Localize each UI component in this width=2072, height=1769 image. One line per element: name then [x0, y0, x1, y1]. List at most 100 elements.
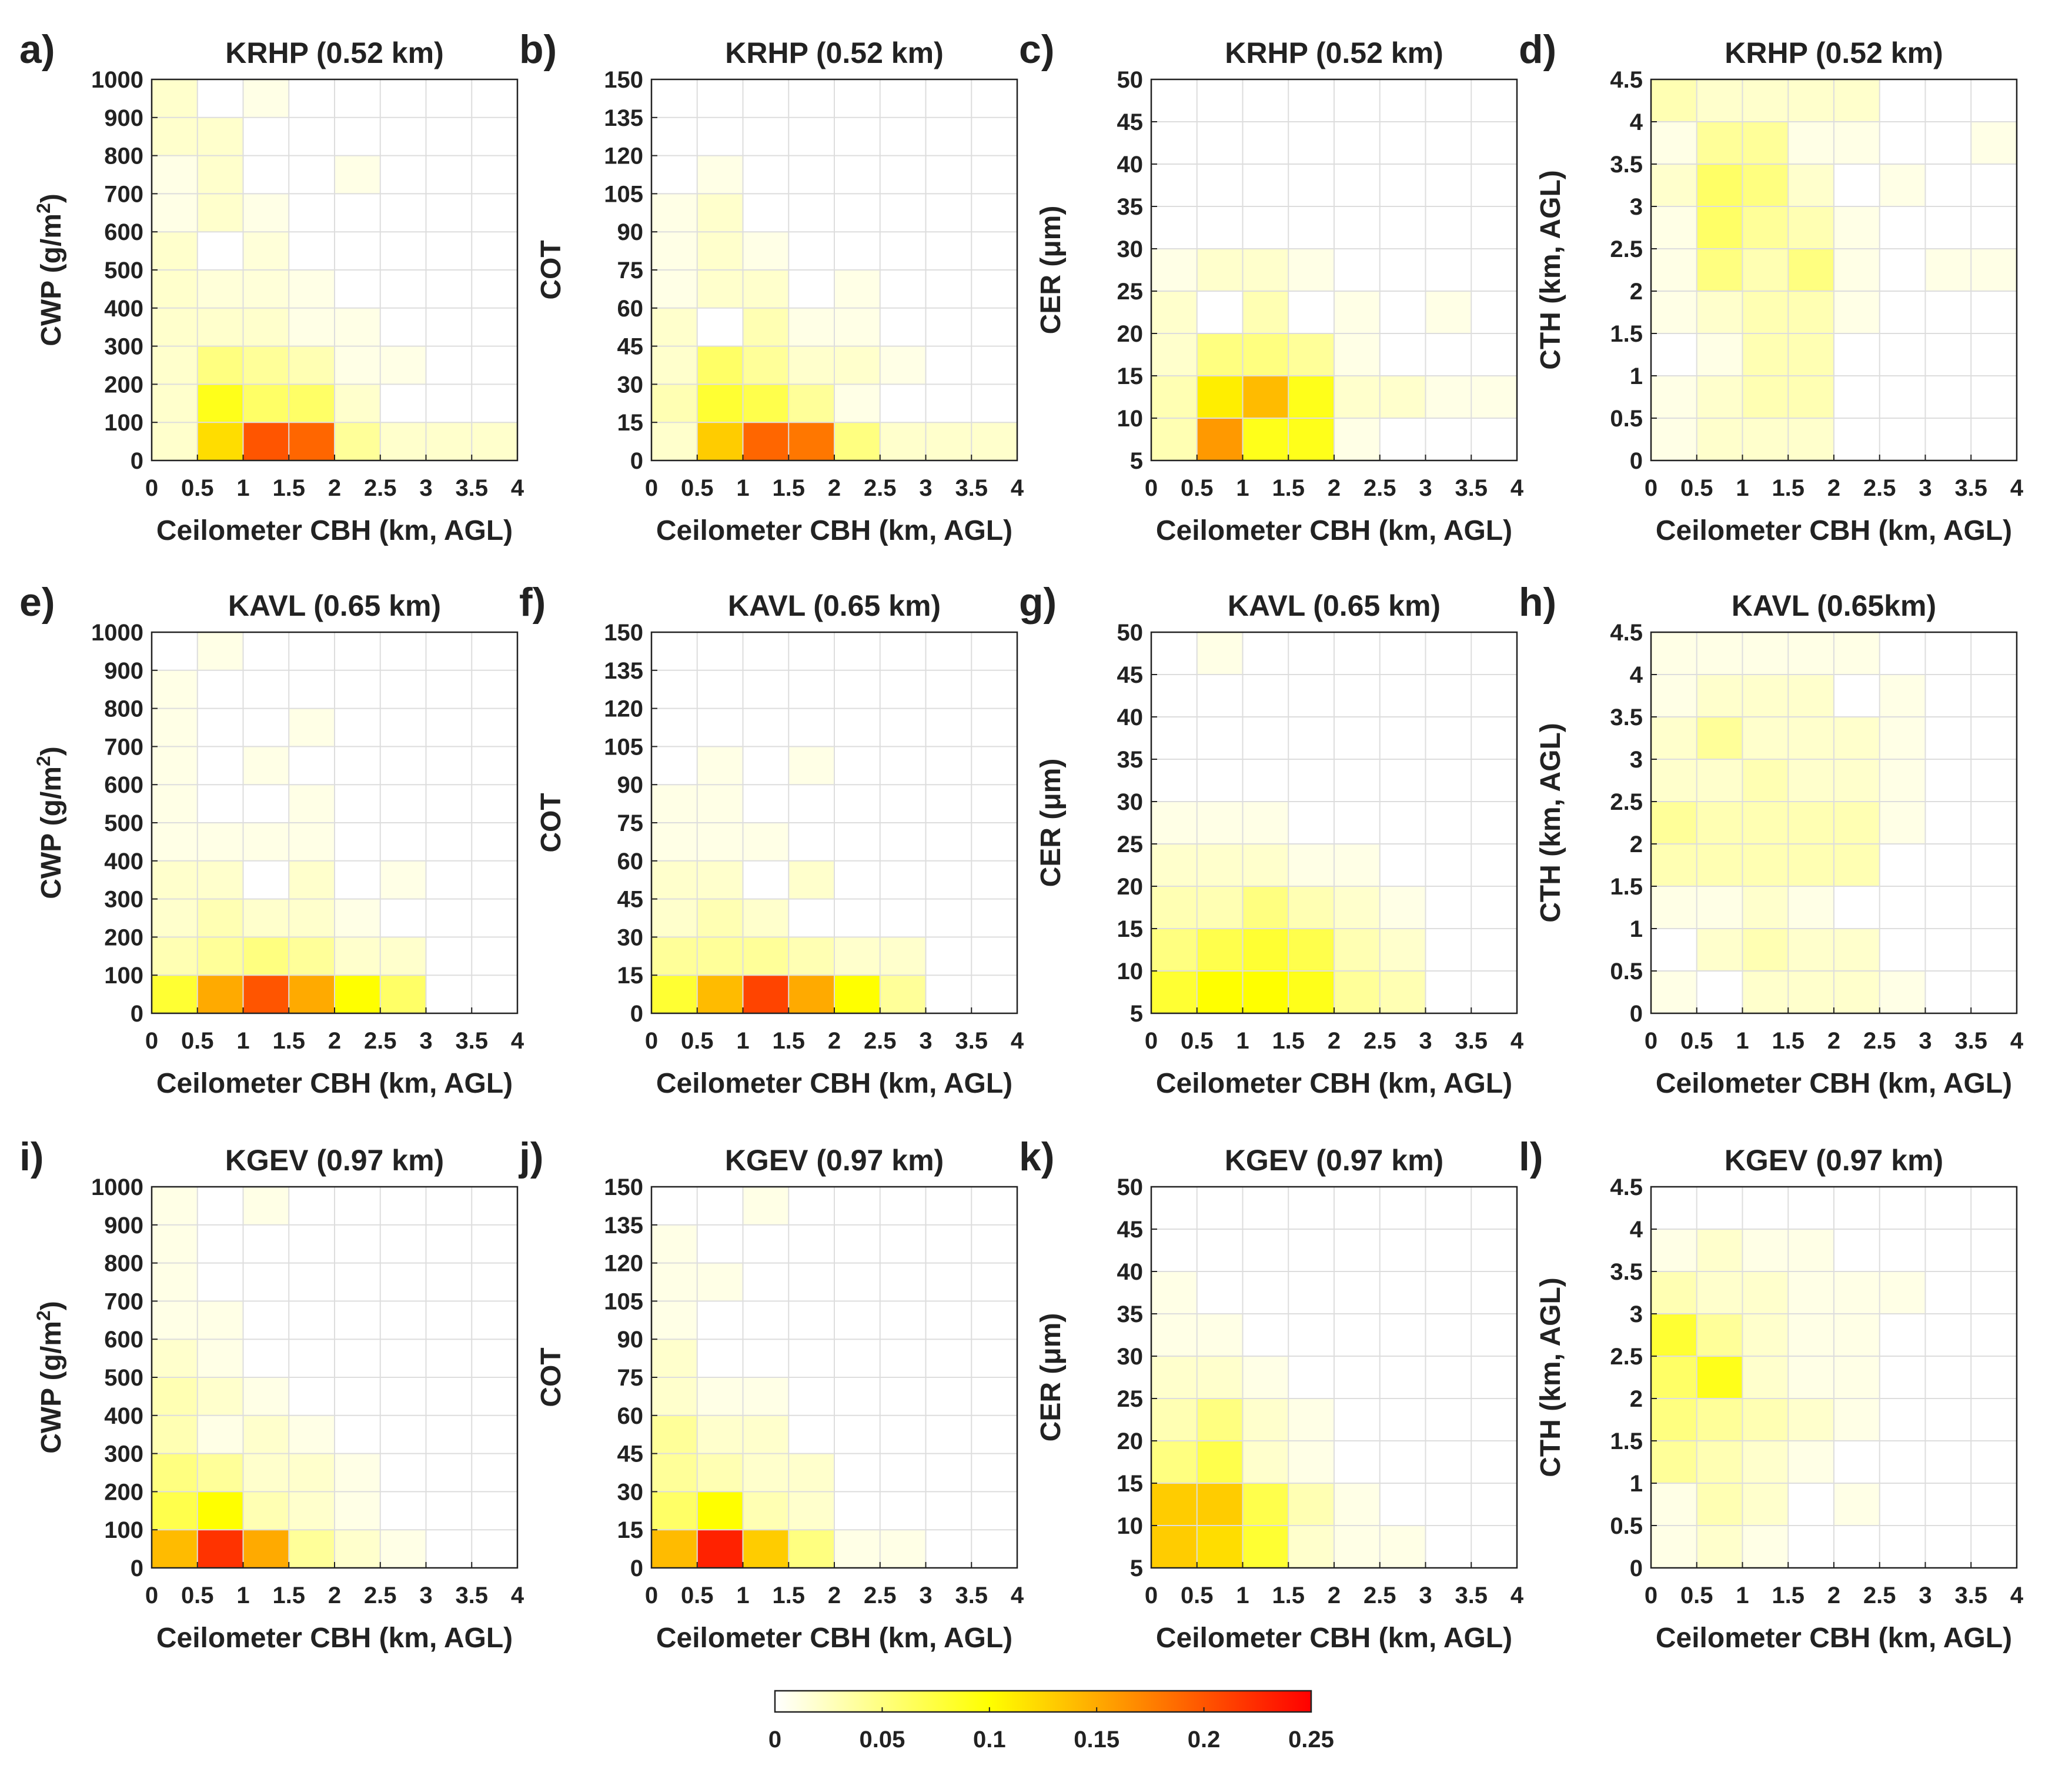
heatmap-cell [1879, 1229, 1926, 1272]
x-tick-label: 4 [1510, 475, 1524, 501]
heatmap-cell [243, 632, 289, 671]
heatmap-cell [651, 384, 698, 423]
heatmap-cell [289, 193, 335, 232]
heatmap-cell [380, 346, 427, 385]
heatmap-cell [1471, 844, 1518, 887]
heatmap-cell [697, 1339, 744, 1378]
heatmap-cell [880, 1339, 927, 1378]
heatmap-cell [788, 708, 835, 747]
heatmap-cell [1242, 418, 1289, 461]
x-axis-label: Ceilometer CBH (km, AGL) [156, 1068, 513, 1099]
x-tick-label: 3.5 [455, 475, 488, 501]
heatmap-cell [1925, 79, 1971, 122]
heatmap-cell [1925, 1229, 1971, 1272]
heatmap-cell [152, 384, 198, 423]
y-axis-label-text: CTH (km, AGL) [1535, 1277, 1566, 1477]
heatmap-cell [1197, 886, 1244, 929]
heatmap-cell [743, 384, 789, 423]
heatmap-cell [380, 422, 427, 461]
heatmap-cell [472, 670, 518, 709]
heatmap-cell [472, 1377, 518, 1416]
heatmap-cell [925, 79, 972, 118]
heatmap-cell [426, 1339, 472, 1378]
x-tick-label: 2 [1328, 1028, 1341, 1054]
y-tick-label: 45 [617, 887, 644, 913]
heatmap-cell [1334, 1314, 1381, 1357]
heatmap-cell [472, 1530, 518, 1568]
y-tick-label: 300 [104, 334, 143, 360]
heatmap-cell [152, 1491, 198, 1530]
x-tick-label: 1 [736, 1028, 749, 1054]
heatmap-cell [834, 1187, 881, 1226]
x-tick-label: 2.5 [864, 1583, 897, 1608]
y-tick-label: 500 [104, 810, 143, 836]
heatmap-cell [1696, 164, 1743, 207]
x-tick-label: 3 [419, 1028, 432, 1054]
heatmap-cell [380, 975, 427, 1014]
heatmap-cell [197, 1415, 244, 1454]
heatmap-cell [1834, 1271, 1880, 1314]
heatmap-cell [1651, 844, 1697, 887]
heatmap-cell [1742, 844, 1789, 887]
heatmap-cell [1379, 929, 1426, 972]
x-tick-label: 2.5 [1863, 475, 1896, 501]
heatmap-cell [197, 270, 244, 309]
heatmap-cell [1151, 418, 1198, 461]
heatmap-cell [925, 1530, 972, 1568]
y-tick-label: 3 [1630, 747, 1643, 773]
heatmap-cell [651, 79, 698, 118]
y-tick-label: 0 [131, 1001, 143, 1027]
x-tick-label: 0 [1645, 1028, 1657, 1054]
heatmap-cell [1288, 1229, 1335, 1272]
heatmap-cell [1696, 122, 1743, 165]
heatmap-cell [1334, 1398, 1381, 1441]
heatmap-cell [1197, 333, 1244, 376]
heatmap-cell [1834, 122, 1880, 165]
x-tick-label: 3.5 [455, 1583, 488, 1608]
heatmap-cell [1925, 717, 1971, 760]
x-tick-label: 4 [2010, 475, 2024, 501]
heatmap-cell [1834, 206, 1880, 249]
heatmap-cell [925, 384, 972, 423]
heatmap-cell [925, 1491, 972, 1530]
x-tick-label: 2 [828, 1028, 841, 1054]
heatmap-cell [834, 1530, 881, 1568]
y-tick-label: 4.5 [1610, 1174, 1643, 1200]
heatmap-cell [834, 1491, 881, 1530]
y-tick-label: 20 [1117, 1428, 1144, 1454]
heatmap-cell [651, 270, 698, 309]
x-axis-label: Ceilometer CBH (km, AGL) [156, 515, 513, 546]
heatmap-cell [1334, 1526, 1381, 1568]
heatmap-cell [880, 232, 927, 271]
heatmap-cell [1471, 122, 1518, 165]
heatmap-cell [472, 346, 518, 385]
heatmap-cell [880, 1415, 927, 1454]
heatmap-cell [1288, 376, 1335, 419]
panel-letter: i) [19, 1134, 44, 1179]
heatmap-cell [289, 1377, 335, 1416]
heatmap-cell [243, 1415, 289, 1454]
heatmap-cell [971, 823, 1018, 862]
x-tick-label: 0 [645, 1583, 658, 1608]
heatmap-cell [472, 422, 518, 461]
heatmap-cell [1471, 79, 1518, 122]
heatmap-cell [880, 746, 927, 785]
heatmap-cell [1971, 971, 2017, 1014]
heatmap-cell [289, 155, 335, 194]
heatmap-cell [243, 670, 289, 709]
heatmap-cell [335, 975, 381, 1014]
heatmap-cell [1197, 759, 1244, 802]
x-tick-label: 4 [511, 1028, 524, 1054]
heatmap-cell [1925, 1356, 1971, 1399]
heatmap-cell [1334, 717, 1381, 760]
heatmap-cell [1925, 929, 1971, 972]
heatmap-cell [834, 1263, 881, 1301]
heatmap-cell [380, 1491, 427, 1530]
heatmap-cell [1151, 1187, 1198, 1230]
heatmap-cell [971, 422, 1018, 461]
heatmap-cell [1242, 164, 1289, 207]
heatmap-cell [289, 1263, 335, 1301]
heatmap-cell [651, 422, 698, 461]
heatmap-cell [1834, 717, 1880, 760]
panel-letter: l) [1519, 1134, 1543, 1179]
